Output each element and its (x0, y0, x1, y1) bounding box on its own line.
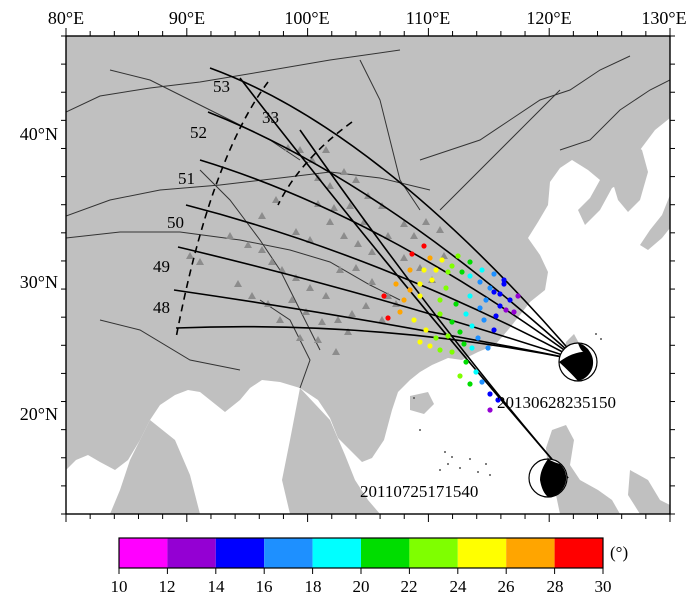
map-panel (61, 28, 675, 522)
profile-label: 49 (153, 257, 170, 276)
lon-tick-label: 130°E (641, 8, 686, 28)
colorbar-tick-label: 22 (401, 577, 418, 596)
profile-labels: 53 33 52 51 50 49 48 (153, 77, 279, 317)
colorbar-segment (215, 538, 265, 568)
land-hainan (410, 392, 434, 414)
land-korea (610, 140, 648, 212)
lon-tick-label: 120°E (526, 8, 571, 28)
lat-tick-label: 20°N (20, 404, 58, 424)
profile-label: 50 (167, 213, 184, 232)
profile-label: 52 (190, 123, 207, 142)
colorbar-tick-labels: 10 12 14 16 18 20 22 24 26 28 30 (111, 577, 612, 596)
island-dots (413, 333, 602, 476)
lat-tick-label: 40°N (20, 124, 58, 144)
colorbar-segment (167, 538, 216, 568)
fault-lines (66, 49, 670, 389)
lat-tick-label: 30°N (20, 272, 58, 292)
event-label-1: 20130628235150 (497, 393, 616, 412)
land-indochina (282, 388, 380, 514)
lon-tick-label: 110°E (406, 8, 451, 28)
colorbar-tick-label: 30 (595, 577, 612, 596)
lon-tick-label: 90°E (169, 8, 205, 28)
dashed-boundaries (175, 81, 353, 339)
colorbar-segment (119, 538, 168, 568)
volcano-triangles (186, 144, 448, 355)
land-asia-mainland (66, 36, 670, 470)
lon-tick-labels: 80°E 90°E 100°E 110°E 120°E 130°E (48, 8, 687, 28)
profile-lines (173, 67, 579, 479)
focal-mechanism-2 (528, 458, 568, 498)
land-philippines (546, 425, 620, 514)
colorbar-tick-label: 28 (547, 577, 564, 596)
piercing-points (381, 243, 521, 413)
colorbar-segment (361, 538, 410, 568)
land-japan (640, 195, 670, 250)
colorbar-segment (264, 538, 313, 568)
colorbar-tick-label: 20 (353, 577, 370, 596)
profile-label: 48 (153, 298, 170, 317)
colorbar-tick-label: 24 (450, 577, 468, 596)
profile-label: 53 (213, 77, 230, 96)
profile-label: 33 (262, 108, 279, 127)
colorbar-segment (506, 538, 555, 568)
colorbar-tick-label: 14 (208, 577, 226, 596)
lat-tick-labels: 20°N 30°N 40°N (20, 124, 58, 424)
colorbar-segment (312, 538, 361, 568)
colorbar-unit: (°) (610, 543, 628, 562)
focal-mechanism-1 (558, 342, 598, 382)
map-ticks (61, 28, 675, 522)
colorbar-tick-label: 26 (498, 577, 515, 596)
colorbar-segment (457, 538, 507, 568)
event-label-2: 20110725171540 (360, 482, 478, 501)
lon-tick-label: 100°E (284, 8, 329, 28)
land-india (110, 420, 200, 514)
landmass-layer (66, 36, 670, 514)
land-islands-east (628, 470, 670, 514)
map-frame (65, 35, 671, 515)
colorbar (118, 537, 604, 574)
colorbar-segment (409, 538, 458, 568)
colorbar-tick-label: 16 (256, 577, 273, 596)
lon-tick-label: 80°E (48, 8, 84, 28)
colorbar-tick-label: 10 (111, 577, 128, 596)
colorbar-tick-label: 18 (305, 577, 322, 596)
profile-label: 51 (178, 169, 195, 188)
colorbar-segment (554, 538, 603, 568)
colorbar-tick-label: 12 (159, 577, 176, 596)
